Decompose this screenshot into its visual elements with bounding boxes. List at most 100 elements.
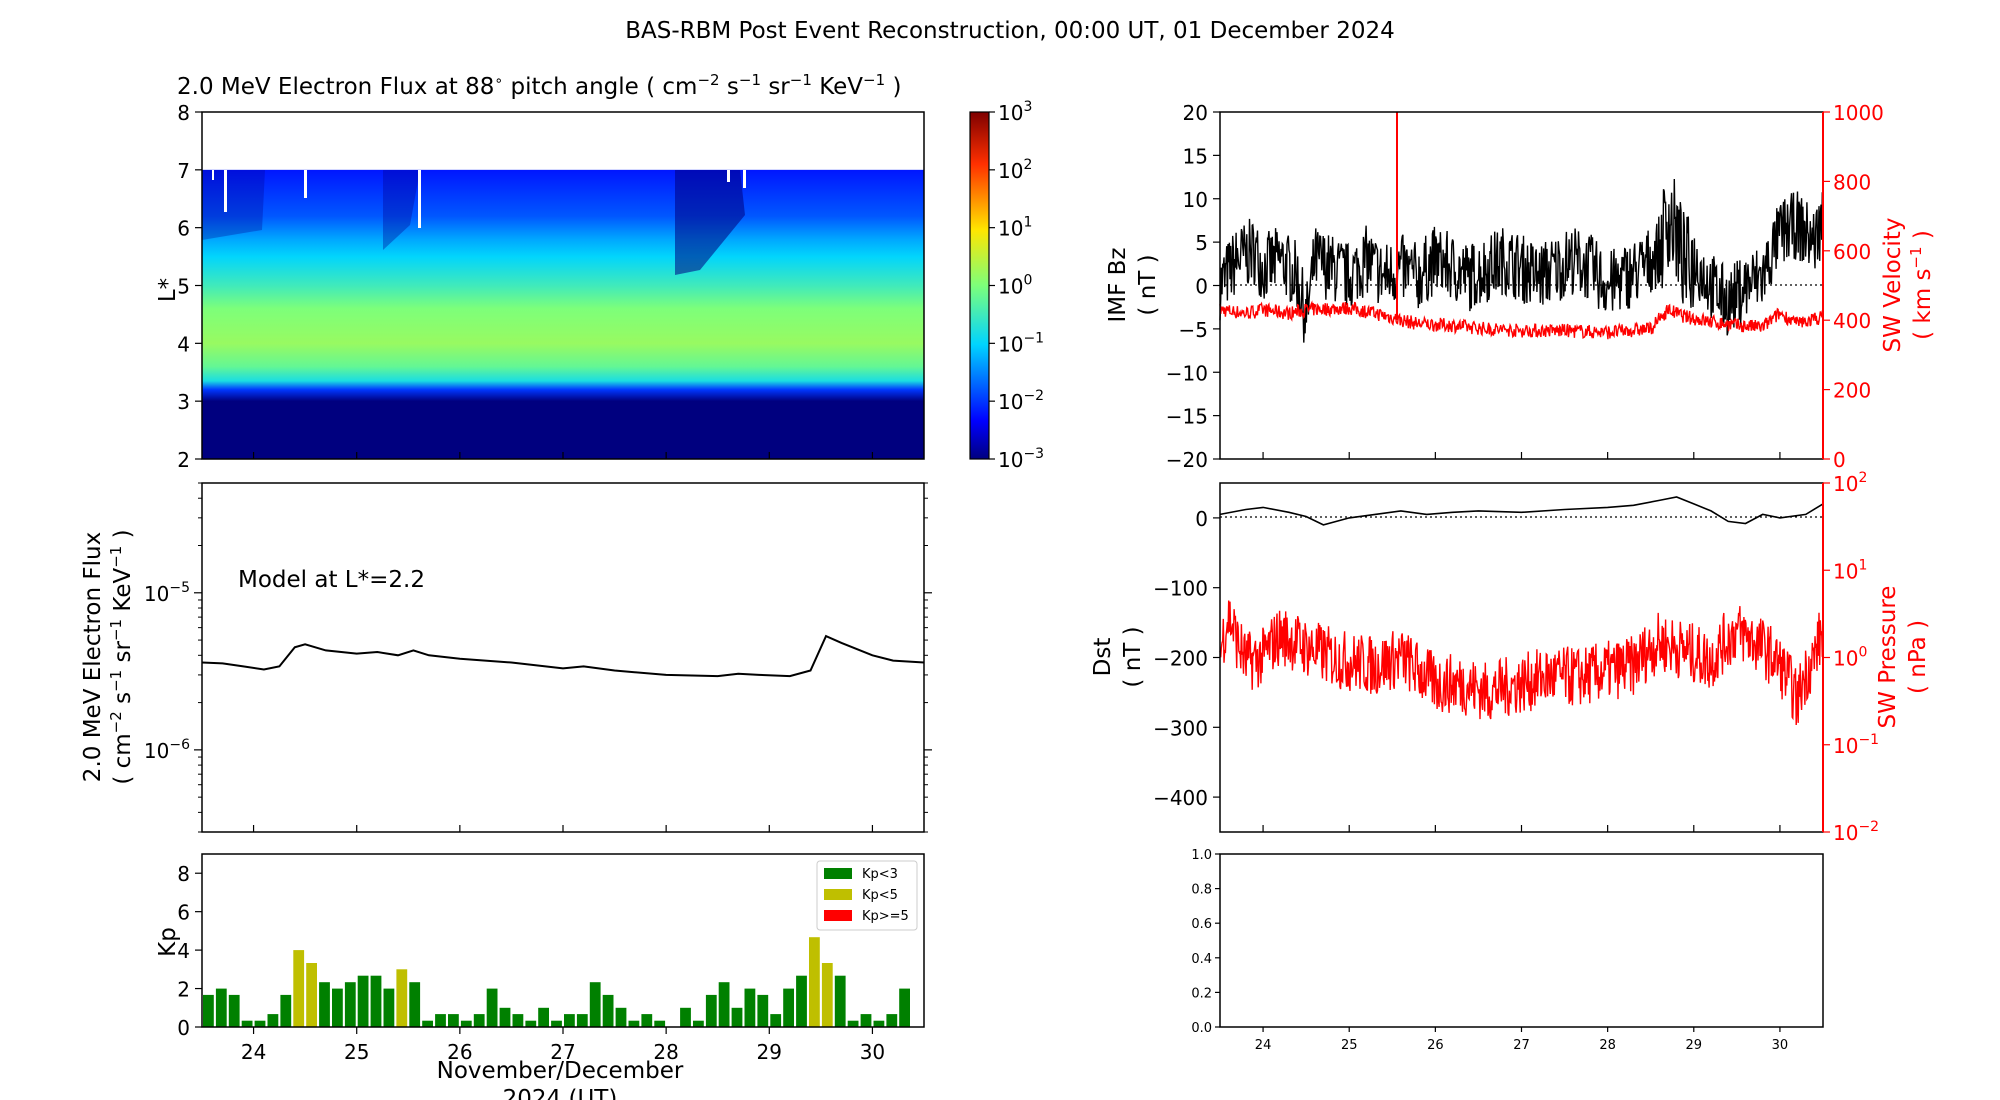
flux-y-tick-label: 10−5	[144, 580, 190, 606]
kp-bar	[886, 1014, 898, 1027]
sw-pressure-y-tick-label: 101	[1833, 557, 1867, 583]
kp-y-tick-label: 8	[177, 862, 190, 886]
kp-x-axis: 24 25 26 27 28 29 30	[241, 1027, 885, 1064]
heatmap-gap-3	[418, 170, 421, 228]
heatmap-y-tick-label: 8	[177, 101, 190, 125]
kp-bar	[834, 975, 846, 1027]
kp-bar	[370, 975, 382, 1027]
heatmap-y-tick-label: 3	[177, 390, 190, 414]
kp-bar	[538, 1007, 549, 1027]
sw-pressure-ylabel: SW Pressure ( nPa )	[1875, 586, 1931, 729]
kp-bar	[705, 994, 717, 1027]
empty-x-tick-label: 25	[1341, 1038, 1358, 1053]
flux-line	[201, 634, 925, 678]
dst-y-axis: 0 −100 −200 −300 −400	[1153, 507, 1220, 810]
sw-velocity-y-tick-label: 600	[1833, 240, 1871, 264]
heatmap-gap-2	[304, 170, 307, 198]
kp-bar	[486, 988, 498, 1027]
sw-pressure-y-tick-label: 102	[1833, 470, 1867, 496]
kp-bar	[628, 1020, 640, 1027]
empty-y-tick-label: 0.0	[1191, 1021, 1212, 1036]
heatmap-gap-4	[727, 170, 730, 182]
suptitle: BAS-RBM Post Event Reconstruction, 00:00…	[625, 18, 1395, 44]
empty-x-tick-label: 27	[1513, 1038, 1530, 1053]
imf-y-tick-label: 0	[1195, 275, 1208, 299]
kp-legend-swatch-mid	[824, 889, 852, 900]
kp-legend-swatch-high	[824, 910, 852, 921]
heatmap-y-tick-label: 7	[177, 159, 190, 183]
dst-y-tick-label: −100	[1153, 577, 1208, 601]
kp-bar	[396, 969, 408, 1027]
colorbar-tick-label: 102	[998, 157, 1032, 183]
imf-y-tick-label: 20	[1183, 101, 1208, 125]
heatmap-x-ticks	[252, 452, 874, 459]
sw-velocity-ylabel-line2: ( km s−1 )	[1907, 230, 1936, 340]
colorbar-tick-label: 10−2	[998, 388, 1044, 414]
heatmap-gap-1	[224, 170, 227, 212]
flux-ylabel-line1: 2.0 MeV Electron Flux	[80, 532, 106, 782]
kp-bar	[899, 988, 910, 1027]
kp-x-tick-label: 27	[550, 1040, 575, 1064]
heatmap-dropout-region-3	[202, 170, 265, 240]
heatmap-dropout-region-2	[383, 170, 420, 250]
sw-velocity-y-axis: 1000 800 600 400 200 0	[1822, 101, 1884, 472]
kp-y-tick-label: 4	[177, 939, 190, 963]
sw-velocity-y-tick-label: 0	[1833, 448, 1846, 472]
sw-pressure-y-tick-label: 10−2	[1833, 819, 1879, 845]
heatmap-y-tick-label: 5	[177, 275, 190, 299]
kp-y-tick-label: 2	[177, 978, 190, 1002]
kp-legend-high: Kp>=5	[862, 909, 909, 924]
empty-x-axis: 24 25 26 27 28 29 30	[1255, 1027, 1788, 1053]
empty-y-tick-label: 0.6	[1191, 917, 1212, 932]
kp-bar	[783, 988, 794, 1027]
kp-xlabel-line1: November/December	[437, 1058, 684, 1084]
kp-bar	[357, 975, 369, 1027]
kp-bar	[731, 1007, 743, 1027]
dst-ylabel-line1: Dst	[1090, 638, 1116, 677]
kp-bar	[615, 1007, 627, 1027]
heatmap-panel: 2.0 MeV Electron Flux at 88∘ pitch angle…	[155, 71, 1044, 472]
imf-y-tick-label: 10	[1183, 188, 1208, 212]
imf-ylabel: IMF Bz ( nT )	[1105, 247, 1161, 322]
kp-bar	[757, 994, 769, 1027]
colorbar-tick-label: 101	[998, 215, 1032, 241]
kp-bar	[422, 1020, 433, 1027]
sw-velocity-y-tick-label: 1000	[1833, 101, 1884, 125]
empty-panel: 1.0 0.8 0.6 0.4 0.2 0.0 24 25 26 27 28 29 30	[1191, 848, 1824, 1053]
heatmap-y-tick-label: 6	[177, 217, 190, 241]
colorbar	[969, 111, 990, 460]
empty-y-tick-label: 0.8	[1191, 883, 1212, 898]
heatmap-y-axis: 2 3 4 5 6 7 8	[177, 101, 202, 472]
imf-y-tick-label: −15	[1166, 405, 1208, 429]
dst-y-tick-label: −200	[1153, 647, 1208, 671]
dst-x-ticks	[1262, 825, 1781, 832]
sw-velocity-y-tick-label: 200	[1833, 379, 1871, 403]
kp-bar	[576, 1014, 588, 1027]
sw-pressure-ylabel-line2: ( nPa )	[1905, 620, 1931, 694]
kp-bar	[551, 1020, 562, 1027]
kp-bar	[744, 988, 756, 1027]
heatmap-gap-6	[212, 170, 214, 180]
kp-bar	[873, 1020, 885, 1027]
kp-bar	[796, 975, 807, 1027]
kp-x-tick-label: 26	[447, 1040, 472, 1064]
sw-pressure-y-tick-label: 100	[1833, 645, 1867, 671]
colorbar-tick-label: 103	[998, 99, 1032, 125]
kp-bar	[654, 1020, 666, 1027]
kp-y-tick-label: 0	[177, 1016, 190, 1040]
empty-x-tick-label: 28	[1599, 1038, 1616, 1053]
kp-x-tick-label: 30	[860, 1040, 885, 1064]
colorbar-tick-label: 10−3	[998, 446, 1044, 472]
flux-y-tick-label: 10−6	[144, 737, 190, 763]
empty-y-tick-label: 0.4	[1191, 952, 1212, 967]
kp-bars	[203, 937, 910, 1027]
kp-bar	[435, 1014, 446, 1027]
flux-annotation: Model at L*=2.2	[238, 567, 425, 593]
imf-panel: 20 15 10 5 0 −5 −10 −15 −20 1000 800 600 400 200 0 IM…	[1105, 101, 1936, 472]
kp-bar	[383, 988, 395, 1027]
flux-ylabel: 2.0 MeV Electron Flux ( cm−2 s−1 sr−1 Ke…	[80, 529, 136, 784]
kp-bar	[770, 1014, 782, 1027]
kp-bar	[280, 994, 292, 1027]
kp-bar	[718, 982, 730, 1027]
kp-bar	[809, 937, 820, 1027]
